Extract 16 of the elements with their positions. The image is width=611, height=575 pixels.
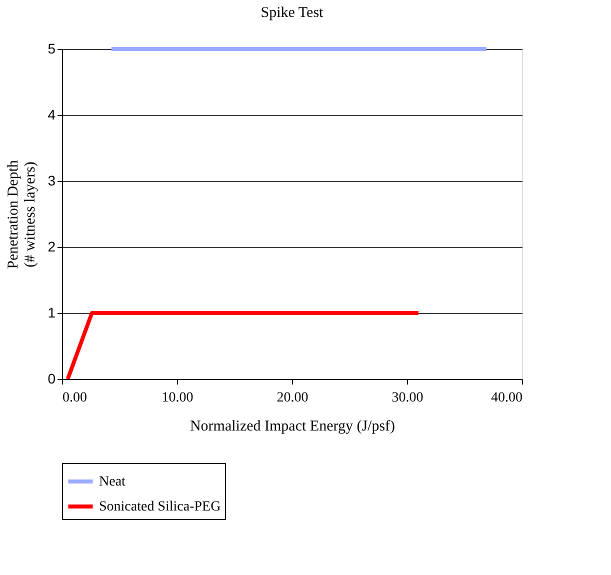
- x-tick-label: 40.00: [491, 390, 522, 406]
- chart-title: Spike Test: [260, 5, 324, 21]
- y-tick-label: 5: [48, 40, 56, 56]
- y-tick-label: 2: [48, 238, 56, 254]
- y-tick-label: 3: [48, 172, 56, 188]
- y-tick-label: 4: [48, 106, 56, 122]
- x-tick-label: 20.00: [276, 390, 308, 406]
- x-tick-label: 0.00: [62, 390, 87, 406]
- legend-label: Sonicated Silica-PEG: [99, 500, 221, 514]
- x-tick-label: 10.00: [162, 390, 194, 406]
- legend-label: Neat: [99, 474, 126, 490]
- x-tick-label: 30.00: [392, 390, 424, 406]
- y-tick-label: 1: [48, 304, 56, 320]
- x-axis-title: Normalized Impact Energy (J/psf): [190, 418, 396, 434]
- y-axis-title: Penetration Depth (# witness layers): [6, 160, 39, 269]
- y-tick-label: 0: [48, 370, 56, 386]
